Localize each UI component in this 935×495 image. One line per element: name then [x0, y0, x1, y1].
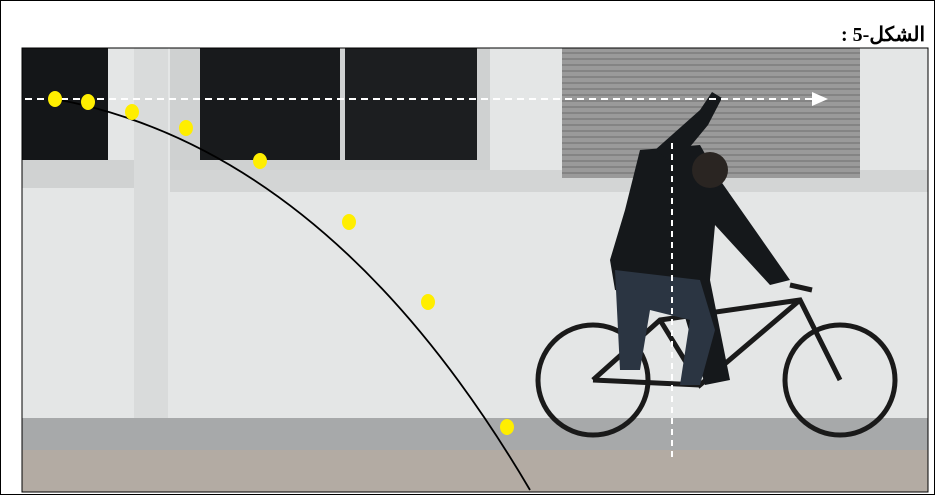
window — [200, 48, 340, 160]
gravel — [22, 450, 928, 492]
window — [22, 48, 108, 160]
position-dot — [342, 214, 356, 230]
cyclist-head — [692, 152, 728, 188]
position-dot — [253, 153, 267, 169]
position-dot — [125, 104, 139, 120]
position-dot — [500, 419, 514, 435]
position-dot — [81, 94, 95, 110]
figure-photo — [0, 0, 935, 495]
sidewalk — [22, 418, 928, 450]
position-dot — [421, 294, 435, 310]
position-dot — [179, 120, 193, 136]
position-dot — [48, 91, 62, 107]
sill — [22, 160, 134, 188]
window — [345, 48, 477, 160]
pipe — [134, 48, 168, 418]
